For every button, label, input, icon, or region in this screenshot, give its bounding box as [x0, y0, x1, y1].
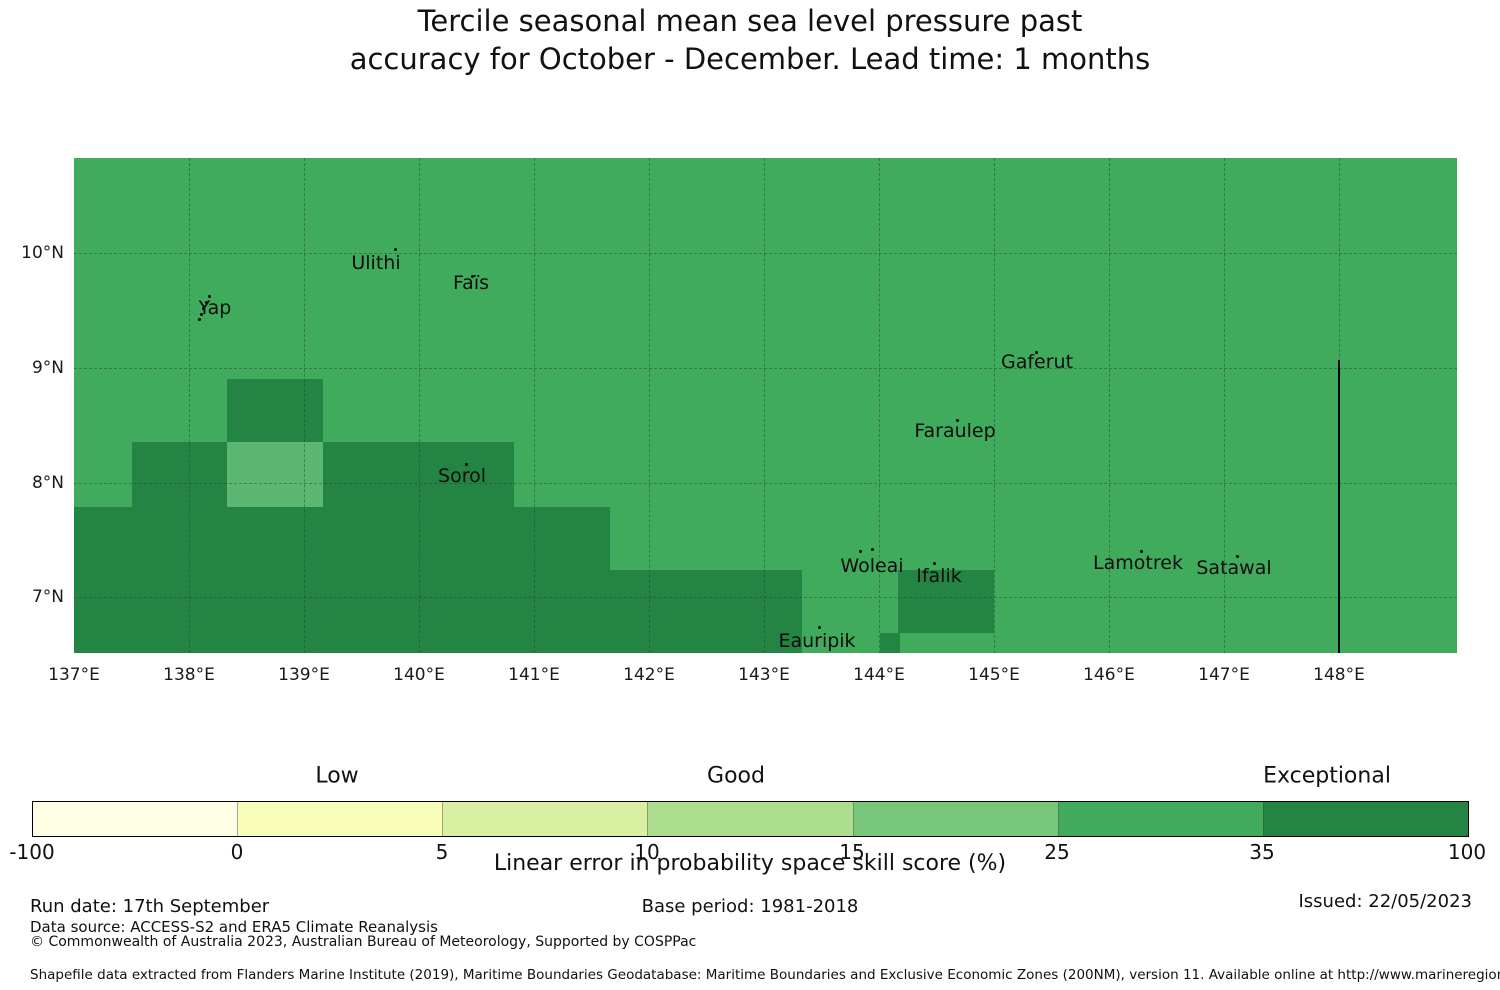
- copyright-text: © Commonwealth of Australia 2023, Austra…: [30, 934, 697, 950]
- x-axis-tick-label: 141°E: [508, 665, 560, 685]
- colorbar-category-label: Exceptional: [1263, 763, 1391, 789]
- skill-cell-35-100: [898, 570, 994, 633]
- colorbar-tick-label: 5: [435, 840, 449, 864]
- parallel-gridline: [74, 483, 1457, 484]
- colorbar-tick-label: 15: [839, 840, 865, 864]
- map-area: Yap Ulithi Faïs Sorol Gaferut Faraulep Woleai I…: [74, 158, 1457, 653]
- colorbar-tick-label: 0: [230, 840, 244, 864]
- island-dot: [1035, 351, 1038, 354]
- colorbar-tick-label: -100: [9, 840, 55, 864]
- colorbar-tick-label: 35: [1249, 840, 1275, 864]
- x-axis-tick-label: 137°E: [48, 665, 100, 685]
- skill-cell-35-100: [74, 507, 610, 570]
- island-dot: [394, 248, 397, 251]
- colorbar-tick-label: 100: [1447, 840, 1487, 864]
- colorbar-category-label: Low: [315, 763, 359, 789]
- island-dot: [859, 550, 862, 553]
- figure-title-line1: Tercile seasonal mean sea level pressure…: [417, 4, 1083, 38]
- colorbar-axis-label: Linear error in probability space skill …: [493, 851, 1007, 876]
- colorbar-tick-label: 10: [634, 840, 660, 864]
- colorbar-segment-5–10: [443, 802, 649, 836]
- x-axis-tick-label: 145°E: [968, 665, 1020, 685]
- island-dot: [956, 419, 959, 422]
- shapefile-attribution-text: Shapefile data extracted from Flanders M…: [30, 967, 1500, 983]
- island-label-ulithi: Ulithi: [351, 252, 401, 274]
- parallel-gridline: [74, 597, 1457, 598]
- island-dot: [465, 463, 468, 466]
- x-axis-tick-label: 143°E: [738, 665, 790, 685]
- meridian-gridline: [649, 158, 650, 653]
- skill-cell-15-25: [227, 442, 323, 507]
- island-dot: [205, 301, 208, 304]
- x-axis-tick-label: 142°E: [623, 665, 675, 685]
- island-label-lamotrek: Lamotrek: [1093, 552, 1183, 574]
- skill-cell-35-100: [74, 570, 802, 653]
- island-label-fas: Faïs: [452, 272, 490, 294]
- island-dot: [208, 295, 211, 298]
- x-axis-tick-label: 138°E: [163, 665, 215, 685]
- skill-cell-35-100: [132, 442, 227, 507]
- colorbar-category-label: Good: [707, 763, 765, 789]
- meridian-gridline: [534, 158, 535, 653]
- colorbar-segment-10–15: [648, 802, 854, 836]
- island-dot: [198, 318, 201, 321]
- x-axis-tick-label: 139°E: [278, 665, 330, 685]
- island-label-sorol: Sorol: [438, 465, 486, 487]
- meridian-gridline: [1109, 158, 1110, 653]
- meridian-gridline: [1224, 158, 1225, 653]
- island-dot: [202, 307, 205, 310]
- data-source-text: Data source: ACCESS-S2 and ERA5 Climate …: [30, 918, 438, 936]
- colorbar-segment-35–100: [1263, 802, 1468, 836]
- island-dot: [818, 626, 821, 629]
- island-label-eauripik: Eauripik: [778, 630, 856, 652]
- island-label-faraulep: Faraulep: [914, 420, 996, 442]
- y-axis-tick-label: 10°N: [21, 243, 64, 263]
- island-label-satawal: Satawal: [1196, 557, 1272, 579]
- meridian-gridline: [879, 158, 880, 653]
- skill-cell-35-100: [227, 379, 323, 442]
- island-dot: [1236, 555, 1239, 558]
- colorbar-segment--100–0: [33, 802, 239, 836]
- x-axis-tick-label: 147°E: [1198, 665, 1250, 685]
- meridian-gridline: [419, 158, 420, 653]
- colorbar-segment-15–25: [853, 802, 1059, 836]
- island-dot: [1140, 550, 1143, 553]
- skill-cell-35-100: [323, 442, 514, 507]
- y-axis-tick-label: 8°N: [31, 473, 64, 493]
- colorbar-tick-label: 25: [1044, 840, 1070, 864]
- island-label-ifalik: Ifalik: [916, 565, 962, 587]
- skill-cell-35-100: [880, 633, 900, 653]
- meridian-gridline: [764, 158, 765, 653]
- meridian-gridline: [189, 158, 190, 653]
- y-axis-tick-label: 7°N: [31, 587, 64, 607]
- meridian-gridline: [304, 158, 305, 653]
- base-period-text: Base period: 1981-2018: [641, 896, 859, 917]
- island-dot: [471, 275, 474, 278]
- island-dot: [871, 548, 874, 551]
- run-date-text: Run date: 17th September: [30, 896, 270, 917]
- colorbar-segment-25–35: [1058, 802, 1264, 836]
- colorbar: [32, 801, 1469, 837]
- y-axis-tick-label: 9°N: [31, 358, 64, 378]
- issued-date-text: Issued: 22/05/2023: [1298, 891, 1472, 912]
- figure-title: Tercile seasonal mean sea level pressure…: [0, 2, 1500, 78]
- island-dot: [200, 313, 203, 316]
- island-dot: [933, 562, 936, 565]
- island-label-gaferut: Gaferut: [1000, 351, 1074, 373]
- island-label-yap: Yap: [198, 297, 232, 319]
- x-axis-tick-label: 144°E: [853, 665, 905, 685]
- parallel-gridline: [74, 368, 1457, 369]
- island-label-woleai: Woleai: [840, 555, 904, 577]
- figure-title-line2: accuracy for October - December. Lead ti…: [349, 42, 1151, 76]
- eez-boundary-line: [1338, 360, 1340, 653]
- parallel-gridline: [74, 253, 1457, 254]
- meridian-gridline: [994, 158, 995, 653]
- x-axis-tick-label: 148°E: [1313, 665, 1365, 685]
- x-axis-tick-label: 146°E: [1083, 665, 1135, 685]
- x-axis-tick-label: 140°E: [393, 665, 445, 685]
- colorbar-segment-0–5: [238, 802, 444, 836]
